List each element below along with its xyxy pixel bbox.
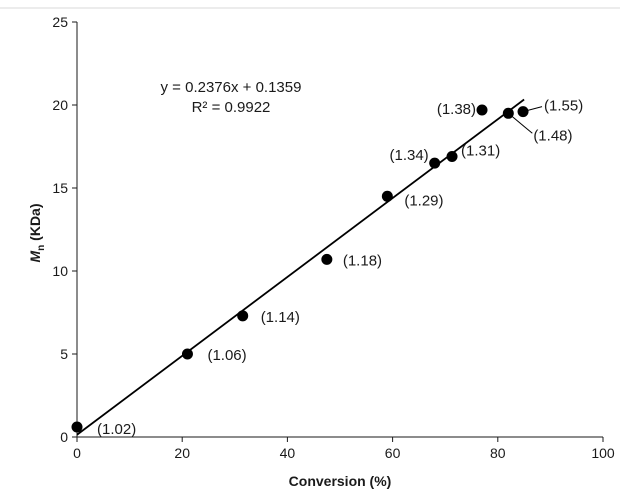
leader-line-9 [522, 106, 543, 113]
x-tick-label-0: 0 [73, 445, 81, 461]
x-axis-title: Conversion (%) [289, 473, 392, 489]
data-label-3: (1.18) [343, 252, 382, 269]
data-point-3 [321, 253, 333, 265]
trendline [76, 98, 525, 436]
data-label-2: (1.14) [261, 309, 300, 326]
y-axis-title-main: M [27, 251, 43, 263]
x-tick-label-80: 80 [490, 445, 506, 461]
x-tick-label-20: 20 [174, 445, 190, 461]
data-point-2 [237, 310, 249, 322]
y-tick-label-5: 5 [60, 346, 68, 362]
data-label-9: (1.55) [544, 98, 583, 115]
data-labels: (1.02) (1.06) (1.14) (1.18) (1.29) (1.34) (1.3… [97, 98, 583, 438]
data-point-6 [446, 150, 458, 162]
data-point-1 [181, 348, 193, 360]
x-tick-label-100: 100 [591, 445, 615, 461]
data-point-4 [381, 190, 393, 202]
tick-labels: 0 20 40 60 80 100 0 5 10 15 20 25 [52, 14, 614, 461]
y-axis-title: Mn (KDa) [27, 203, 47, 262]
trendline-equation: y = 0.2376x + 0.1359 [161, 79, 302, 96]
y-tick-label-10: 10 [52, 263, 68, 279]
y-tick-label-15: 15 [52, 180, 68, 196]
leader-line-8 [507, 112, 533, 134]
data-point-5 [429, 157, 441, 169]
y-tick-label-25: 25 [52, 14, 68, 30]
y-tick-label-20: 20 [52, 97, 68, 113]
data-label-4: (1.29) [404, 192, 443, 209]
data-label-7: (1.38) [437, 101, 476, 118]
trendline-r-squared: R² = 0.9922 [192, 99, 271, 116]
data-label-0: (1.02) [97, 421, 136, 438]
y-tick-label-0: 0 [60, 429, 68, 445]
data-label-8: (1.48) [533, 127, 572, 144]
data-point-7 [476, 104, 488, 116]
x-tick-label-60: 60 [385, 445, 401, 461]
x-tick-label-40: 40 [280, 445, 296, 461]
data-point-0 [71, 421, 83, 433]
data-label-1: (1.06) [207, 347, 246, 364]
y-axis-title-unit: (KDa) [27, 203, 43, 244]
axis-ticks [72, 21, 604, 442]
data-label-6: (1.31) [461, 142, 500, 159]
data-label-5: (1.34) [389, 147, 428, 164]
y-axis-title-sub: n [36, 245, 47, 251]
